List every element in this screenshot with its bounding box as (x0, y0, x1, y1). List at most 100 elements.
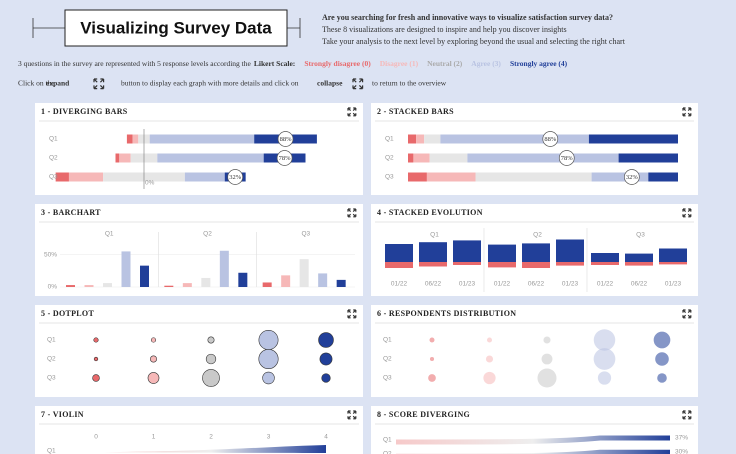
dot (205, 353, 217, 365)
expand-icon[interactable] (682, 107, 692, 117)
bar (336, 279, 346, 287)
stacked-segment (424, 134, 441, 144)
value-badge (277, 131, 294, 147)
positive-bar (556, 239, 584, 262)
question-label: Q1 (47, 337, 56, 344)
bar (66, 285, 75, 287)
dot (258, 330, 279, 350)
collapse-icon[interactable] (352, 78, 364, 90)
cluster (428, 374, 436, 382)
date-label: 01/22 (494, 281, 511, 288)
tagline: These 8 visualizations are designed to i… (322, 25, 567, 34)
positive-bar (591, 253, 619, 262)
dot (319, 352, 333, 366)
dot (93, 356, 99, 362)
panel-title: 3 - BARCHART (41, 208, 101, 217)
panel (35, 305, 363, 397)
date-label: 01/22 (391, 281, 408, 288)
question-label: Q2 (47, 356, 56, 363)
dot (202, 369, 220, 387)
diverging-segment (55, 172, 69, 182)
help-text: collapse (317, 79, 343, 88)
group-label: Q3 (301, 231, 310, 238)
expand-icon[interactable] (347, 309, 357, 319)
date-label: 01/23 (562, 281, 579, 288)
group-label: Q3 (636, 232, 645, 239)
diverging-segment (157, 153, 264, 163)
dot (93, 337, 99, 343)
bar (84, 285, 94, 287)
negative-bar (659, 262, 687, 265)
cluster (543, 336, 551, 344)
bar (238, 272, 248, 287)
dot (318, 332, 334, 348)
value-label: 32% (229, 174, 242, 181)
title-box (64, 9, 288, 47)
bar (318, 273, 328, 287)
expand-icon[interactable] (347, 208, 357, 218)
intro: 3 questions in the survey are represente… (18, 59, 568, 68)
question-label: Q2 (385, 155, 394, 162)
bar (219, 250, 229, 287)
negative-bar (625, 262, 653, 266)
panel-title: 8 - SCORE DIVERGING (377, 410, 470, 419)
negative-bar (488, 262, 516, 268)
question-label: Q1 (385, 136, 394, 143)
expand-icon[interactable] (93, 78, 105, 90)
help-text: expand (46, 79, 70, 88)
positive-bar (419, 242, 447, 262)
help-text: button to display each graph with more d… (121, 79, 299, 88)
bar (201, 277, 211, 287)
diverging-segment (119, 153, 131, 163)
cluster (541, 353, 553, 365)
bar (262, 282, 272, 287)
likert-label: Likert Scale: (254, 59, 295, 68)
dot (207, 336, 215, 344)
question-label: Q2 (383, 451, 392, 454)
value-label: 78% (279, 155, 292, 162)
stacked-segment (618, 153, 678, 163)
bar (121, 251, 131, 287)
bar (182, 283, 192, 287)
stacked-segment (648, 172, 678, 182)
panel (371, 305, 698, 397)
panel-title: 7 - VIOLIN (41, 410, 84, 419)
expand-icon[interactable] (347, 107, 357, 117)
value-badge (623, 169, 640, 185)
cluster (597, 371, 612, 385)
panel (371, 406, 698, 454)
legend-item: Disagree (1) (380, 59, 419, 68)
score-line (395, 435, 670, 445)
negative-bar (453, 262, 481, 265)
cluster (429, 337, 435, 343)
score-label: 37% (675, 435, 688, 442)
negative-bar (591, 262, 619, 265)
negative-bar (522, 262, 550, 268)
x-tick-label: 3 (267, 434, 271, 441)
value-label: 88% (544, 136, 557, 143)
dot (258, 348, 279, 370)
group-label: Q2 (203, 231, 212, 238)
stacked-segment (467, 153, 619, 163)
legend-item: Neutral (2) (427, 59, 463, 68)
title: Visualizing Survey Data (80, 18, 272, 37)
dot (92, 374, 100, 382)
stacked-segment (440, 134, 589, 144)
tagline: Are you searching for fresh and innovati… (322, 13, 613, 22)
bar (281, 275, 291, 287)
bar (164, 285, 174, 287)
dot (150, 337, 157, 343)
value-label: 32% (626, 174, 639, 181)
violin-shape (96, 445, 326, 453)
expand-icon[interactable] (682, 208, 692, 218)
cluster (486, 337, 493, 343)
expand-icon[interactable] (682, 410, 692, 420)
expand-icon[interactable] (347, 410, 357, 420)
stacked-segment (429, 153, 468, 163)
cluster (657, 373, 667, 383)
positive-bar (522, 243, 550, 262)
expand-icon[interactable] (682, 309, 692, 319)
value-label: 78% (561, 155, 574, 162)
y-tick-label: 50% (44, 251, 57, 258)
